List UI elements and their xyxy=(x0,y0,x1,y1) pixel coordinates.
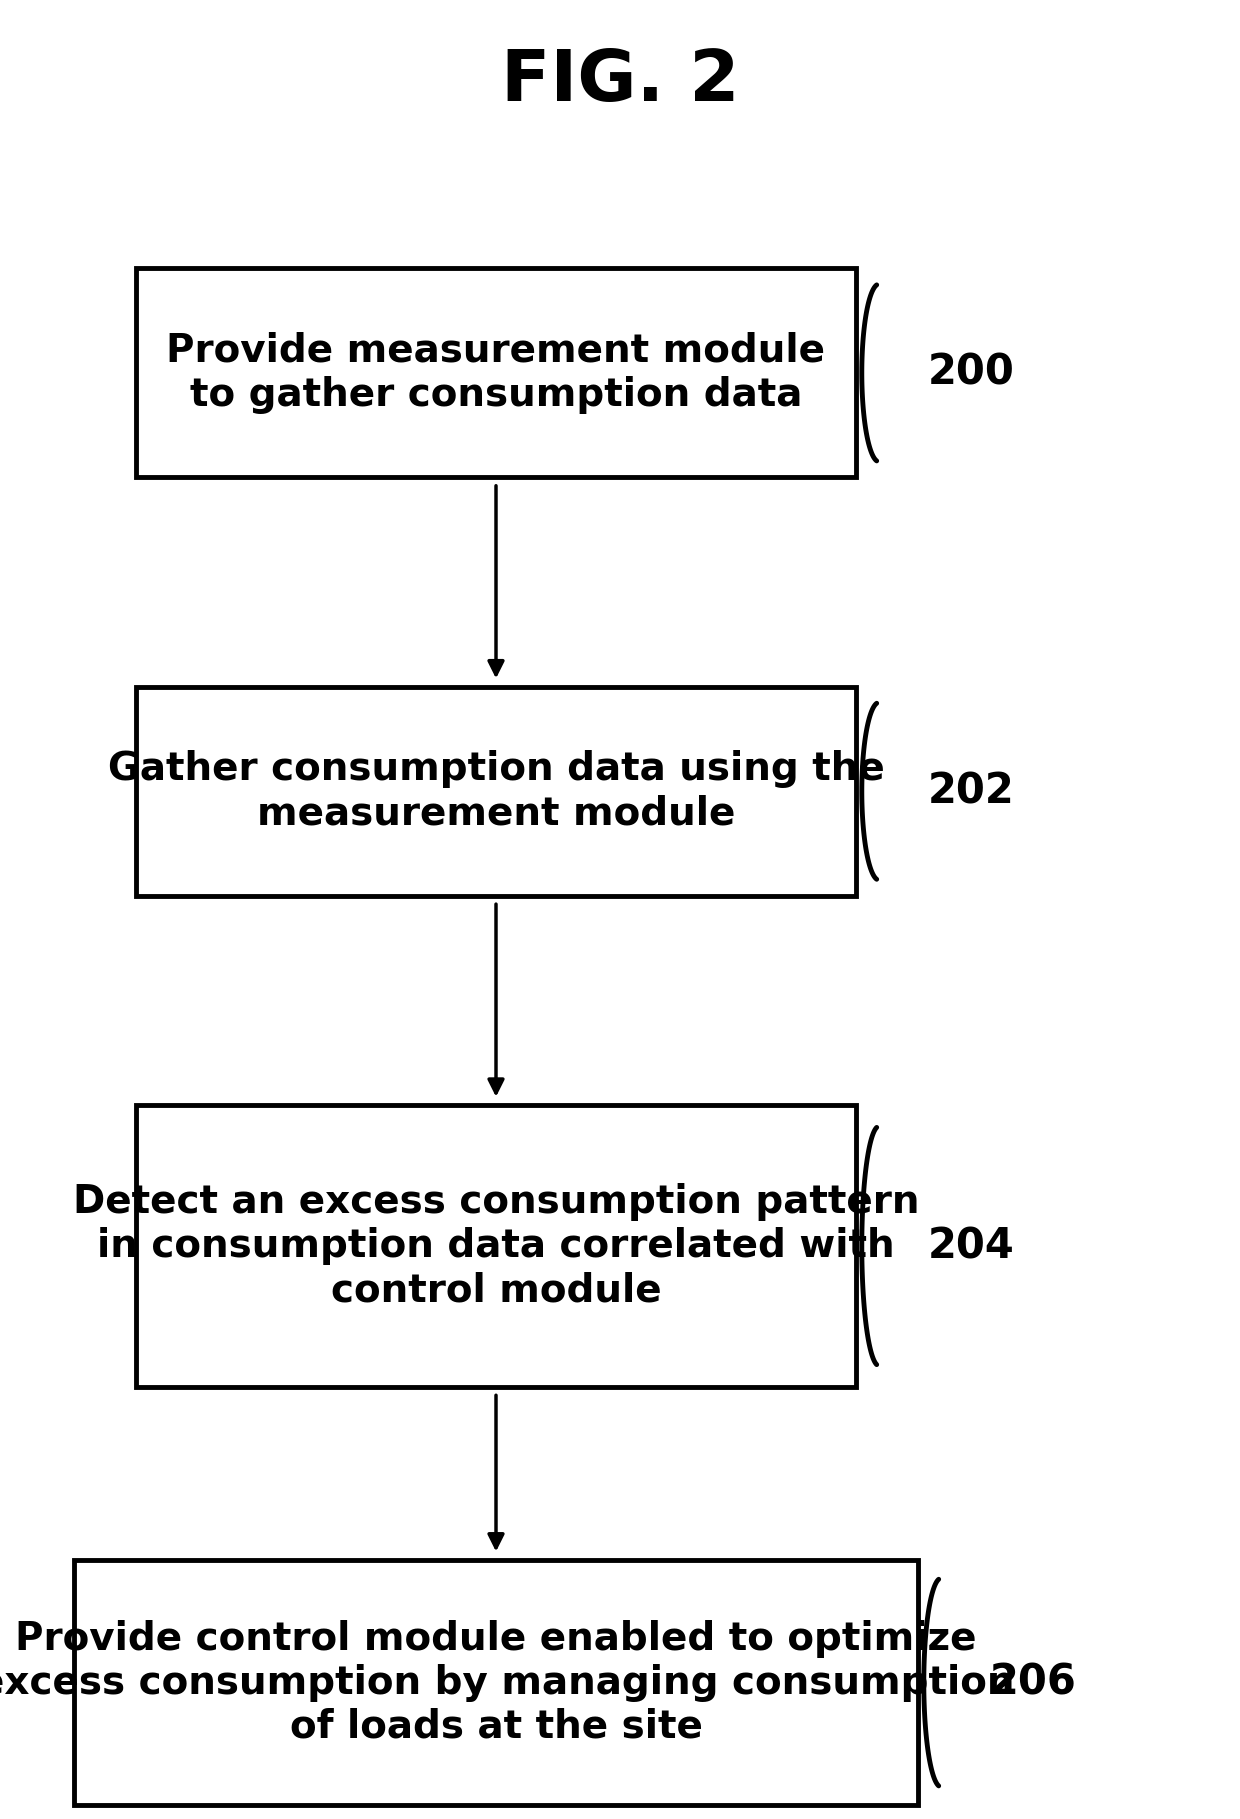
Text: Gather consumption data using the
measurement module: Gather consumption data using the measur… xyxy=(108,749,884,833)
Text: Provide measurement module
to gather consumption data: Provide measurement module to gather con… xyxy=(166,331,826,415)
Text: 200: 200 xyxy=(928,351,1014,395)
Text: 206: 206 xyxy=(990,1661,1076,1704)
Text: FIG. 2: FIG. 2 xyxy=(501,47,739,116)
Text: Provide control module enabled to optimize
excess consumption by managing consum: Provide control module enabled to optimi… xyxy=(0,1619,1014,1746)
Text: Detect an excess consumption pattern
in consumption data correlated with
control: Detect an excess consumption pattern in … xyxy=(73,1182,919,1310)
Bar xyxy=(136,1106,856,1386)
Bar xyxy=(74,1561,918,1804)
Bar xyxy=(136,688,856,897)
Text: 202: 202 xyxy=(928,769,1014,813)
Bar xyxy=(136,267,856,477)
Text: 204: 204 xyxy=(928,1224,1014,1268)
